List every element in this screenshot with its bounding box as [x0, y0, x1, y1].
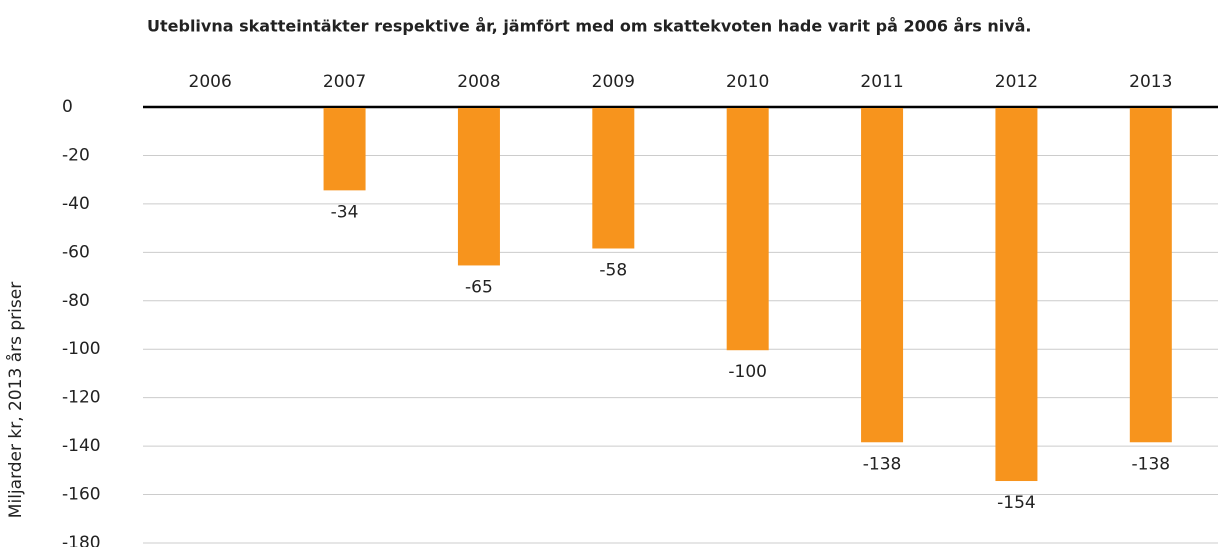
data-label: -138 — [863, 454, 902, 474]
bar — [592, 108, 635, 249]
y-tick-label: -20 — [62, 145, 90, 165]
data-label: -58 — [599, 260, 627, 280]
data-label: -154 — [997, 493, 1036, 513]
x-tick-label: 2006 — [189, 72, 232, 92]
x-tick-label: 2012 — [995, 72, 1038, 92]
y-tick-label: -180 — [62, 533, 101, 547]
x-tick-label: 2009 — [592, 72, 635, 92]
x-tick-label: 2013 — [1129, 72, 1172, 92]
data-label: -138 — [1132, 454, 1171, 474]
x-tick-label: 2007 — [323, 72, 366, 92]
data-label: -34 — [331, 202, 359, 222]
y-tick-label: -60 — [62, 242, 90, 262]
bar — [995, 108, 1038, 482]
y-tick-label: -80 — [62, 291, 90, 311]
x-tick-label: 2011 — [860, 72, 903, 92]
chart-title: Uteblivna skatteintäkter respektive år, … — [147, 17, 1032, 36]
y-tick-label: -140 — [62, 436, 101, 456]
bar — [726, 108, 769, 351]
bar — [323, 108, 366, 191]
x-tick-label: 2010 — [726, 72, 769, 92]
bar — [1129, 108, 1172, 443]
data-label: -65 — [465, 277, 493, 297]
y-tick-label: -40 — [62, 194, 90, 214]
bar — [861, 108, 904, 443]
x-tick-label: 2008 — [457, 72, 500, 92]
data-label: -100 — [728, 362, 767, 382]
y-tick-label: -160 — [62, 485, 101, 505]
y-tick-label: 0 — [62, 97, 73, 117]
y-tick-label: -100 — [62, 339, 101, 359]
y-axis-label: Miljarder kr, 2013 års priser — [5, 282, 26, 518]
y-tick-label: -120 — [62, 388, 101, 408]
bar — [457, 108, 500, 266]
